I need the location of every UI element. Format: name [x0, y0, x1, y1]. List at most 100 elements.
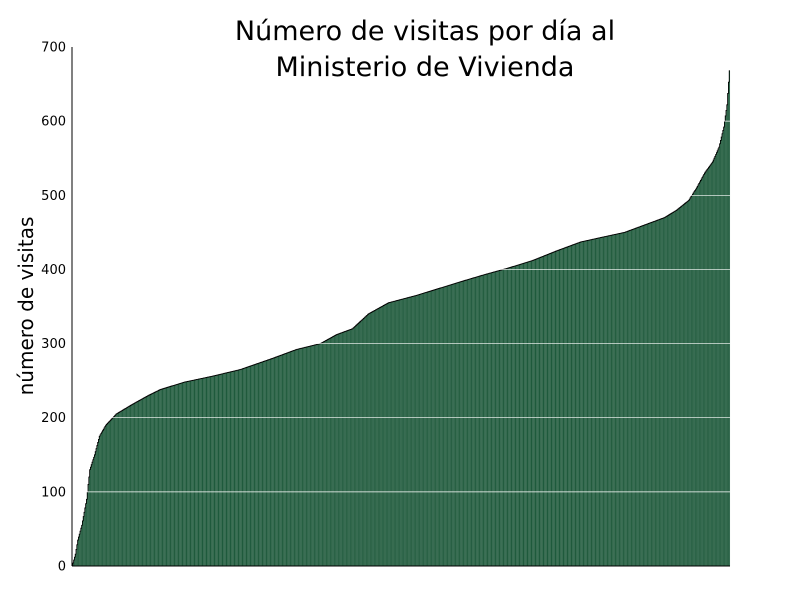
bar [648, 223, 650, 566]
bar [246, 367, 248, 566]
bar [646, 224, 648, 567]
bar [140, 399, 142, 566]
bar [535, 259, 537, 566]
bar [92, 462, 93, 566]
bar [577, 242, 579, 566]
bar [358, 322, 360, 566]
bar [324, 340, 326, 566]
bar [346, 330, 348, 566]
bar [401, 299, 403, 566]
bar [565, 247, 566, 566]
bar [606, 236, 608, 566]
bar [280, 355, 281, 566]
bar [604, 236, 606, 566]
bar [381, 306, 383, 566]
bar [146, 396, 148, 566]
bar [304, 347, 305, 566]
bar [370, 312, 372, 566]
bar [144, 397, 145, 566]
bar [144, 397, 146, 566]
bar [723, 127, 725, 566]
bar [436, 289, 438, 566]
bar [687, 201, 689, 566]
bar [537, 258, 539, 566]
bar [81, 525, 83, 566]
bar [241, 368, 243, 566]
bar [679, 207, 681, 567]
bar [460, 281, 462, 566]
bar [548, 254, 550, 567]
bar [684, 203, 686, 566]
bar [597, 238, 599, 566]
bar [121, 410, 123, 566]
bar [276, 356, 278, 566]
bar [669, 214, 670, 566]
bar [294, 350, 296, 566]
bar [383, 305, 385, 566]
bar [597, 238, 598, 566]
bar [180, 383, 182, 566]
bar [483, 274, 485, 566]
bar [223, 373, 225, 566]
bar [559, 249, 561, 566]
bar [120, 411, 122, 566]
bar [204, 377, 205, 566]
bar [205, 377, 207, 566]
bar [254, 364, 256, 566]
bar [494, 271, 496, 566]
bar [423, 293, 425, 566]
bar [658, 219, 660, 566]
bar [102, 430, 104, 566]
bar [629, 230, 631, 566]
bar [457, 282, 458, 566]
bar [130, 405, 132, 566]
bar [251, 365, 253, 566]
bar [274, 357, 276, 566]
bar [695, 189, 697, 566]
bar [175, 384, 177, 566]
bar [172, 385, 173, 566]
bar [342, 332, 344, 566]
bar [674, 211, 676, 566]
bar [272, 358, 274, 566]
bar [573, 244, 575, 566]
bar [568, 246, 570, 566]
bar [262, 361, 264, 566]
bar [378, 308, 380, 566]
bar [582, 241, 584, 566]
bar [443, 286, 445, 566]
bar [341, 332, 343, 566]
bar [649, 223, 650, 566]
bar [290, 351, 292, 566]
bar [288, 352, 290, 566]
bar [306, 346, 308, 566]
bar [210, 376, 212, 566]
bar [100, 434, 101, 566]
bar [680, 206, 682, 566]
bar [497, 271, 498, 566]
bar [240, 369, 242, 566]
bar [374, 310, 376, 566]
bar [315, 344, 317, 566]
bar [128, 406, 130, 566]
bar [162, 388, 164, 566]
bar [412, 296, 414, 566]
bar [589, 240, 590, 567]
bar [119, 412, 121, 566]
bar [160, 389, 162, 566]
bar [150, 394, 152, 566]
bar [615, 234, 617, 566]
bar [309, 346, 311, 566]
bar [200, 378, 201, 566]
bar [269, 359, 271, 566]
bar [316, 344, 318, 566]
bar [715, 154, 717, 566]
bar [665, 216, 667, 567]
bar [514, 265, 516, 566]
bar [673, 211, 675, 566]
bar [310, 345, 312, 566]
bar [665, 217, 666, 566]
bar [318, 343, 320, 566]
bar [134, 403, 136, 566]
bar [717, 148, 719, 566]
